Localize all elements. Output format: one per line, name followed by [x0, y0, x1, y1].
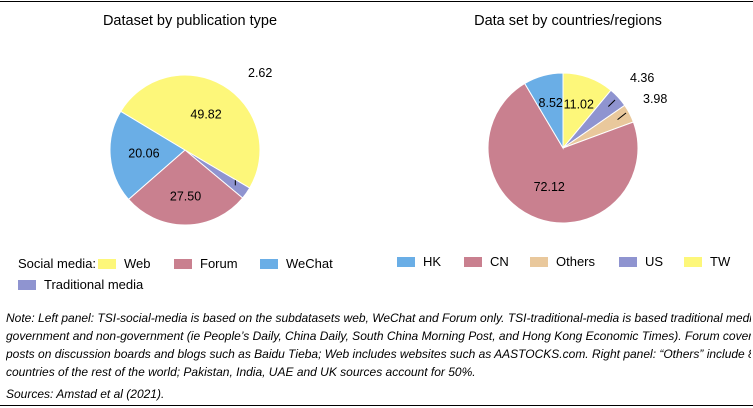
- legend-swatch-forum: [174, 258, 192, 269]
- note-line: posts on discussion boards and blogs suc…: [6, 347, 751, 361]
- pie-charts-canvas: 2.62 27.50 20.06 49.82 11.02 4.36 3.98 72.12 8.5…: [109, 66, 667, 226]
- note: Note: Left panel: TSI-social-media is ba…: [6, 309, 751, 381]
- legend-prefix: Social media:: [18, 256, 97, 271]
- legend-label-cn: CN: [490, 254, 509, 269]
- legend-swatch-others: [530, 256, 548, 267]
- legend-swatch-wechat: [260, 258, 278, 269]
- pie-slice-forum: [127, 149, 244, 226]
- legend-label-wechat: WeChat: [286, 256, 333, 271]
- left-chart-title: Dataset by publication type: [102, 13, 278, 29]
- data-label-forum: 27.50: [170, 189, 201, 203]
- data-label-tw: 11.02: [564, 97, 594, 111]
- legend-swatch-web: [98, 258, 116, 269]
- legend-label-web: Web: [124, 256, 151, 271]
- legend-swatch-us: [619, 256, 637, 267]
- data-label-web: 49.82: [190, 108, 221, 122]
- leader-line-us: [608, 99, 616, 107]
- legend-label-others: Others: [556, 254, 596, 269]
- sources: Sources: Amstad et al (2021).: [6, 387, 165, 401]
- legend-label-forum: Forum: [200, 256, 238, 271]
- data-label-hk: 8.52: [539, 96, 563, 110]
- data-label-wechat: 20.06: [128, 147, 159, 161]
- legend-item-tw: TW: [684, 254, 730, 269]
- data-label-traditional-media: 2.62: [248, 66, 272, 80]
- pie-slice-cn: [487, 82, 639, 224]
- legend-swatch-cn: [464, 256, 482, 267]
- pie-slice-web: [120, 74, 261, 189]
- legend-item-traditional-media: Traditional media: [18, 277, 143, 292]
- legend-swatch-traditional-media: [18, 279, 36, 290]
- data-label-others: 3.98: [643, 92, 667, 106]
- top-rule: [0, 1, 753, 2]
- legend-item-cn: CN: [464, 254, 509, 269]
- legend-label-tw: TW: [710, 254, 731, 269]
- note-line: Note: Left panel: TSI-social-media is ba…: [6, 311, 751, 325]
- right-chart-title: Data set by countries/regions: [474, 13, 662, 29]
- legend-label-us: US: [645, 254, 664, 269]
- legend-swatch-hk: [397, 256, 415, 267]
- legend-swatch-tw: [684, 256, 702, 267]
- leader-line-others: [617, 112, 627, 121]
- legend-label-traditional-media: Traditional media: [44, 277, 144, 292]
- note-line: countries of the rest of the world; Paki…: [6, 365, 476, 379]
- bottom-rule: [0, 405, 753, 406]
- data-label-us: 4.36: [630, 71, 654, 85]
- pie-slice-hk: [524, 72, 564, 150]
- legend-item-web: Web: [98, 256, 151, 271]
- legend-item-forum: Forum: [174, 256, 238, 271]
- legend-item-hk: HK: [397, 254, 441, 269]
- note-line: government and non-government (ie People…: [6, 329, 751, 343]
- pie-slice-wechat: [109, 110, 186, 201]
- legend-item-wechat: WeChat: [260, 256, 333, 271]
- data-label-cn: 72.12: [534, 180, 565, 194]
- legend-item-us: US: [619, 254, 663, 269]
- legend-label-hk: HK: [423, 254, 442, 269]
- legend-item-others: Others: [530, 254, 595, 269]
